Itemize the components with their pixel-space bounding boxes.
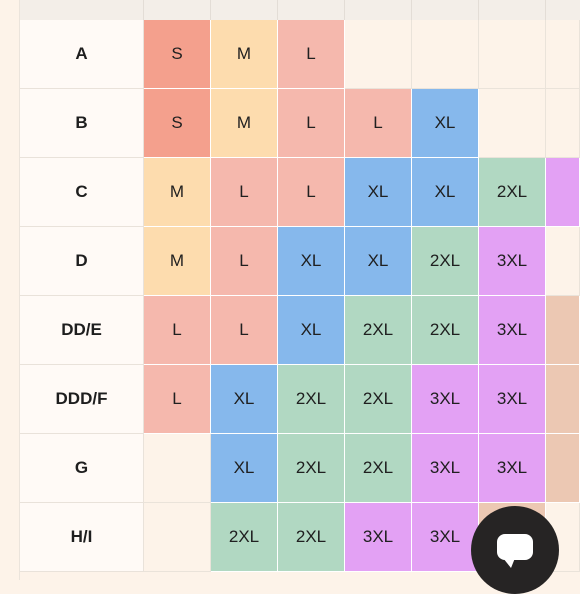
chat-button[interactable] — [471, 506, 559, 594]
size-cell: XL — [412, 158, 479, 227]
size-cell: 3XL — [479, 434, 546, 503]
size-cell: L — [211, 158, 278, 227]
size-cell: M — [144, 227, 211, 296]
cup-size-label: DDD/F — [20, 365, 144, 434]
cup-size-label: G — [20, 434, 144, 503]
size-cell: 2XL — [278, 503, 345, 572]
size-cell: 3XL — [479, 296, 546, 365]
empty-cell — [479, 20, 546, 89]
size-cell: L — [345, 89, 412, 158]
header-cell — [278, 0, 345, 20]
empty-cell — [345, 20, 412, 89]
size-cell: 3XL — [479, 227, 546, 296]
size-cell: 3XL — [412, 365, 479, 434]
cup-size-label: D — [20, 227, 144, 296]
cup-size-label: H/I — [20, 503, 144, 572]
header-cell — [345, 0, 412, 20]
empty-cell — [546, 227, 580, 296]
cup-size-label: B — [20, 89, 144, 158]
size-cell — [546, 158, 580, 227]
size-cell: XL — [278, 296, 345, 365]
header-cell — [479, 0, 546, 20]
empty-cell — [546, 89, 580, 158]
header-cell — [211, 0, 278, 20]
size-cell: 2XL — [479, 158, 546, 227]
empty-cell — [144, 434, 211, 503]
size-cell: S — [144, 20, 211, 89]
cup-size-label: C — [20, 158, 144, 227]
size-cell: M — [211, 20, 278, 89]
size-cell: L — [144, 296, 211, 365]
header-cell — [412, 0, 479, 20]
header-cell — [144, 0, 211, 20]
size-cell: 2XL — [278, 434, 345, 503]
size-cell: 3XL — [412, 434, 479, 503]
size-cell-clipped — [546, 434, 580, 503]
size-cell: L — [278, 158, 345, 227]
size-cell: 2XL — [345, 434, 412, 503]
size-cell: 3XL — [479, 365, 546, 434]
size-cell: XL — [278, 227, 345, 296]
size-cell: XL — [211, 434, 278, 503]
size-cell: L — [211, 296, 278, 365]
header-cell — [20, 0, 144, 20]
size-cell: 2XL — [412, 227, 479, 296]
empty-cell — [479, 89, 546, 158]
size-cell: 3XL — [412, 503, 479, 572]
size-cell: XL — [412, 89, 479, 158]
size-cell: 2XL — [345, 296, 412, 365]
size-cell: L — [278, 89, 345, 158]
empty-cell — [144, 503, 211, 572]
size-cell: L — [211, 227, 278, 296]
size-cell: XL — [345, 158, 412, 227]
size-cell: 2XL — [278, 365, 345, 434]
size-cell: 2XL — [211, 503, 278, 572]
size-cell: 2XL — [412, 296, 479, 365]
size-cell: M — [211, 89, 278, 158]
size-cell: XL — [211, 365, 278, 434]
size-cell-clipped — [546, 296, 580, 365]
size-cell: S — [144, 89, 211, 158]
table-header — [20, 0, 580, 20]
size-cell-clipped — [546, 365, 580, 434]
cup-size-label: A — [20, 20, 144, 89]
chat-bubble-icon — [497, 534, 533, 568]
cup-size-label: DD/E — [20, 296, 144, 365]
size-cell: M — [144, 158, 211, 227]
left-margin — [0, 0, 20, 580]
empty-cell — [412, 20, 479, 89]
size-cell: 2XL — [345, 365, 412, 434]
size-cell: 3XL — [345, 503, 412, 572]
empty-cell — [546, 20, 580, 89]
size-cell: L — [144, 365, 211, 434]
size-cell: XL — [345, 227, 412, 296]
size-cell: L — [278, 20, 345, 89]
